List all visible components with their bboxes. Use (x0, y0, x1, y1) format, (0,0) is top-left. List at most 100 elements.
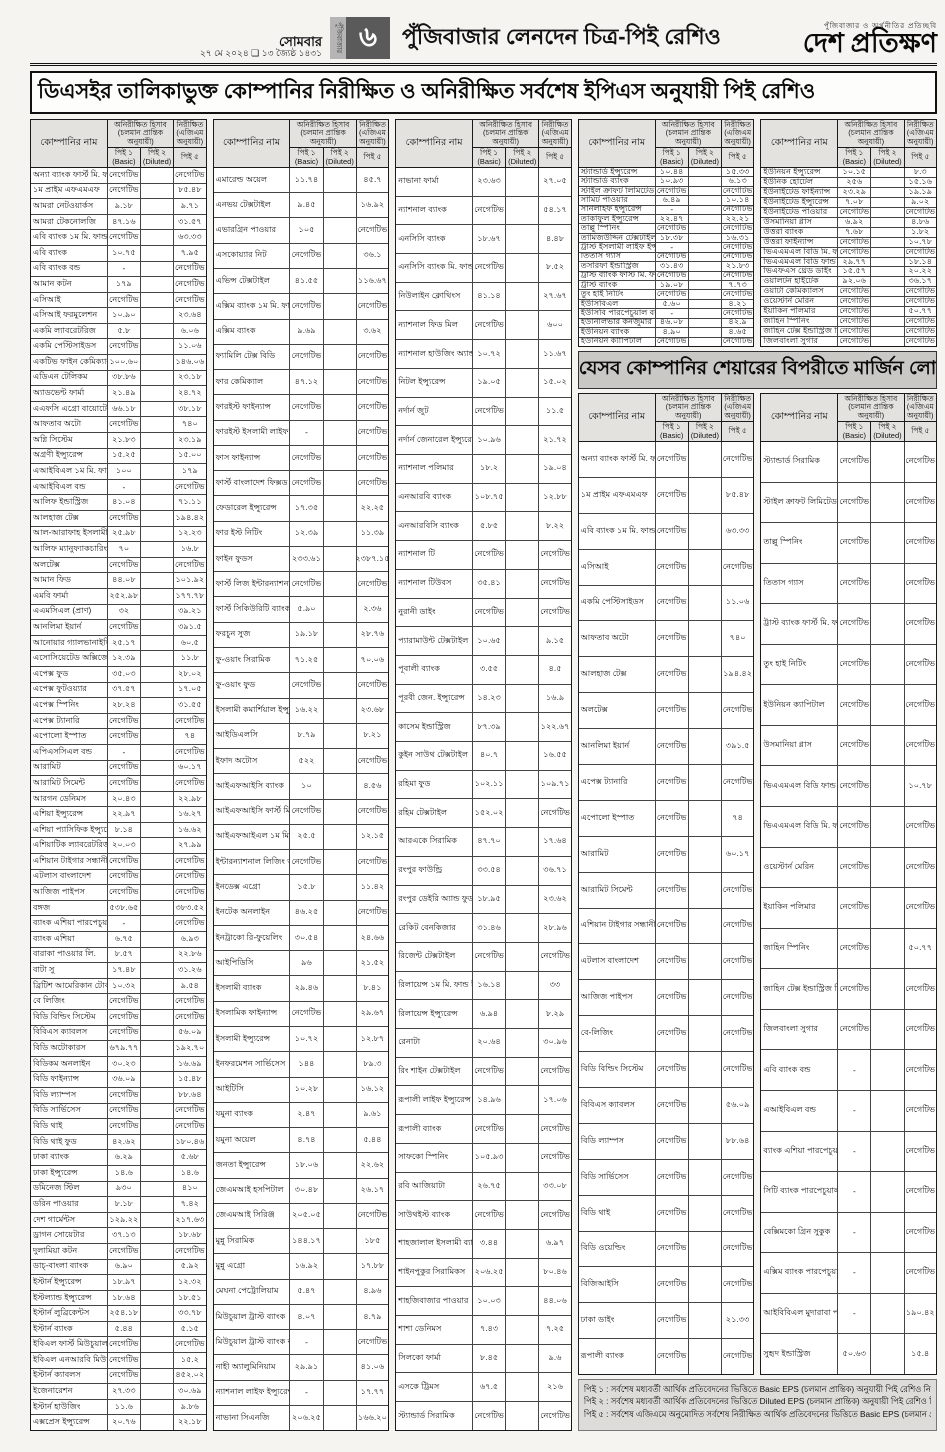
table-row: ১ম প্রাইম এফএমএফ নেগেটিভ ৮৫.৪৮ (31, 182, 206, 199)
pe1-cell: ২১.৮৩ (108, 433, 141, 448)
table-row: নর্দার্ন জুট নেগেটিভ ১১.৫ (396, 396, 571, 426)
pe5-cell: নেগেটিভ (905, 902, 936, 912)
pe5-cell: ২২.৯৮ (178, 793, 202, 803)
pe2-cell (141, 261, 175, 277)
pe1-cell: ৭.৬৮ (838, 227, 872, 237)
pe1-cell: নেগেটিভ (656, 800, 689, 836)
table-row: এপেক্স ট্যানারি নেগেটিভ নেগেটিভ (578, 763, 754, 800)
pe2-cell (689, 657, 722, 693)
table-row: বারাকা পাওয়ার লি. ৮.৫৭ ২২.৮৬ (31, 946, 206, 963)
pe1-cell: ১০৮.৭৫ (473, 483, 507, 512)
table-body: নাভানা ফার্মা ২৩.৬৩ ২৭.০৫ ন্যাশনাল ব্যাংক নে… (396, 167, 571, 1430)
table-row: বেক্সিমকো গ্রিন সুকুক - নেগেটিভ (761, 1211, 936, 1253)
pe1-cell: ২৮.২৪ (108, 698, 141, 713)
company-name-cell: বে লিজিং (31, 994, 108, 1010)
pe2-cell (324, 521, 357, 546)
pe1-cell: ১৬.১৪ (473, 971, 507, 1000)
pe1-cell: - (108, 916, 141, 932)
company-name-cell: এসিআই ফরমুলেশন (31, 308, 108, 323)
company-name-cell: এএমসিএল (প্রাণ) (31, 604, 108, 620)
pe1-cell: নেগেটিভ (473, 1201, 507, 1229)
company-name-cell: যমুনা ব্যাংক (214, 1102, 291, 1128)
pe2-cell (324, 1026, 357, 1052)
pe5-cell: ৬৩.৩৩ (178, 232, 202, 242)
pe2-cell (324, 546, 357, 572)
pe2-cell (689, 1016, 722, 1052)
pe2-cell (324, 1380, 357, 1405)
pe5-cell: নেগেটিভ (905, 247, 936, 256)
pe5-cell: নেগেটিভ (357, 401, 388, 411)
table-row: দেশ গার্মেন্টস ১২৯.২২ ২১৭.৬৩ (31, 1211, 206, 1228)
pe2-cell (506, 1316, 540, 1344)
pe5-cell: নেগেটিভ (905, 1064, 936, 1074)
table-row: আমান কটন ১৭৯ নেগেটিভ (31, 276, 206, 292)
pe5-cell: নেগেটিভ (357, 452, 388, 462)
page-number: ৬ (346, 17, 390, 59)
pe2-cell (506, 1057, 540, 1086)
pe2-cell (506, 1115, 540, 1143)
pe1-cell: ৮.৫৭ (108, 947, 141, 963)
pe5-cell: ৫০.৭৭ (908, 942, 933, 952)
company-name-cell: ইউনিক হোটেল (761, 177, 839, 187)
pe1-cell: ১৫.৫৭ (838, 267, 872, 277)
company-name-cell: রিজেন্ট টেক্সটাইল (396, 942, 474, 971)
pe1-cell: ৫.৮৫ (473, 512, 507, 541)
main-table-column-3: কোম্পানির নাম অনিরীক্ষিত হিসাব (চলমান প্র… (395, 119, 572, 1431)
pe2-cell (506, 799, 540, 828)
pe5-cell: নেগেটিভ (540, 1152, 570, 1162)
pe2-cell (506, 454, 540, 483)
company-name-cell: আনলিমা ইয়ার্ন (579, 729, 656, 764)
company-name-cell: ঢাকা ব্যাংক (31, 1150, 108, 1165)
table-row: বিডি সার্ভিসেস নেগেটিভ নেগেটিভ (578, 1158, 754, 1195)
company-name-cell: ইস্টল্যান্ড ইন্স্যুরেন্স (31, 1290, 108, 1306)
pe1-cell: নেগেটিভ (656, 729, 689, 764)
table-row: ইয়াকিন পলিমার নেগেটিভ নেগেটিভ (761, 887, 936, 928)
pe5-cell: নেগেটিভ (174, 918, 205, 928)
pe5-cell: ১৯৪.৪২ (723, 669, 753, 679)
pe1-cell: ৯৬ (290, 951, 324, 976)
pe5-cell: নেগেটিভ (357, 300, 388, 310)
company-name-cell: সিলকো ফার্মা (396, 1344, 474, 1373)
pe1-cell: নেগেটিভ (108, 1337, 141, 1353)
pe2-cell (141, 1368, 175, 1384)
pe1-cell: ৫.৪৭ (290, 1279, 324, 1304)
table-row: ফার্স্ট লিজ ইন্টারন্যাশনাল নেগেটিভ নেগেটিভ (213, 571, 389, 597)
pe2-cell (689, 1195, 722, 1231)
pe5-cell: নেগেটিভ (174, 715, 205, 725)
pe2-cell (324, 420, 357, 445)
table-row: বিডি ওয়েল্ডিং নেগেটিভ নেগেটিভ (578, 1230, 754, 1267)
company-name-cell: এনভয় টেক্সটাইল (214, 193, 291, 218)
table-row: আমান ফিড ৪৪.০৮ ১০১.৯২ (31, 572, 206, 588)
company-name-cell: বিডি ল্যাম্পস (579, 1123, 656, 1159)
pe5-cell: নেগেটিভ (905, 337, 936, 346)
pe1-cell: ২৫.৯৮ (108, 526, 141, 542)
col-header-pe1: পিই ১ (Basic) (838, 148, 872, 167)
pe1-cell: নেগেটিভ (838, 207, 872, 217)
pe2-cell (324, 850, 357, 875)
company-name-cell: বিডি ফাইন্যান্স (31, 1072, 108, 1087)
pe1-cell: ১৮.৬৭ (473, 225, 507, 254)
pe1-cell: ৯.৬৯ (290, 319, 324, 344)
table-row: উসমানিয়া গ্লাস নেগেটিভ নেগেটিভ (761, 724, 936, 766)
col-header-audited: নিরীক্ষিত (এজিএম অনুযায়ী) (539, 120, 571, 149)
table-row: আজিজ পাইপস নেগেটিভ নেগেটিভ (31, 884, 206, 900)
pe1-cell: - (838, 1172, 872, 1212)
pe1-cell: ৪.০৭ (290, 1304, 324, 1330)
pe2-cell (324, 900, 357, 925)
pe2-cell (141, 417, 175, 433)
pe5-cell: ৯.৭১ (180, 200, 199, 210)
pe5-cell: নেগেটিভ (905, 1226, 936, 1236)
pe2-cell (141, 495, 175, 511)
pe2-cell (871, 441, 905, 482)
table-row: এশিয়া ইন্স্যুরেন্স ২২.৯৭ ১৬.২৭ (31, 806, 206, 822)
pe2-cell (506, 1344, 540, 1373)
company-name-cell: এপেক্স স্পিনিং (31, 698, 108, 713)
company-name-cell: এক্সিম ব্যাংক ১ম মি. ফান্ড (214, 294, 291, 319)
section-title: পুঁজিবাজার লেনদেন চিত্র-পিই রেশিও (402, 24, 721, 49)
pe1-cell: - (108, 479, 141, 495)
pe5-cell: ১৭.৭৭ (360, 1387, 385, 1397)
pe2-cell (689, 872, 722, 908)
pe2-cell (141, 776, 175, 791)
pe1-cell: নেগেটিভ (656, 1231, 689, 1267)
pe5-cell: ১২.২৩ (178, 528, 202, 538)
